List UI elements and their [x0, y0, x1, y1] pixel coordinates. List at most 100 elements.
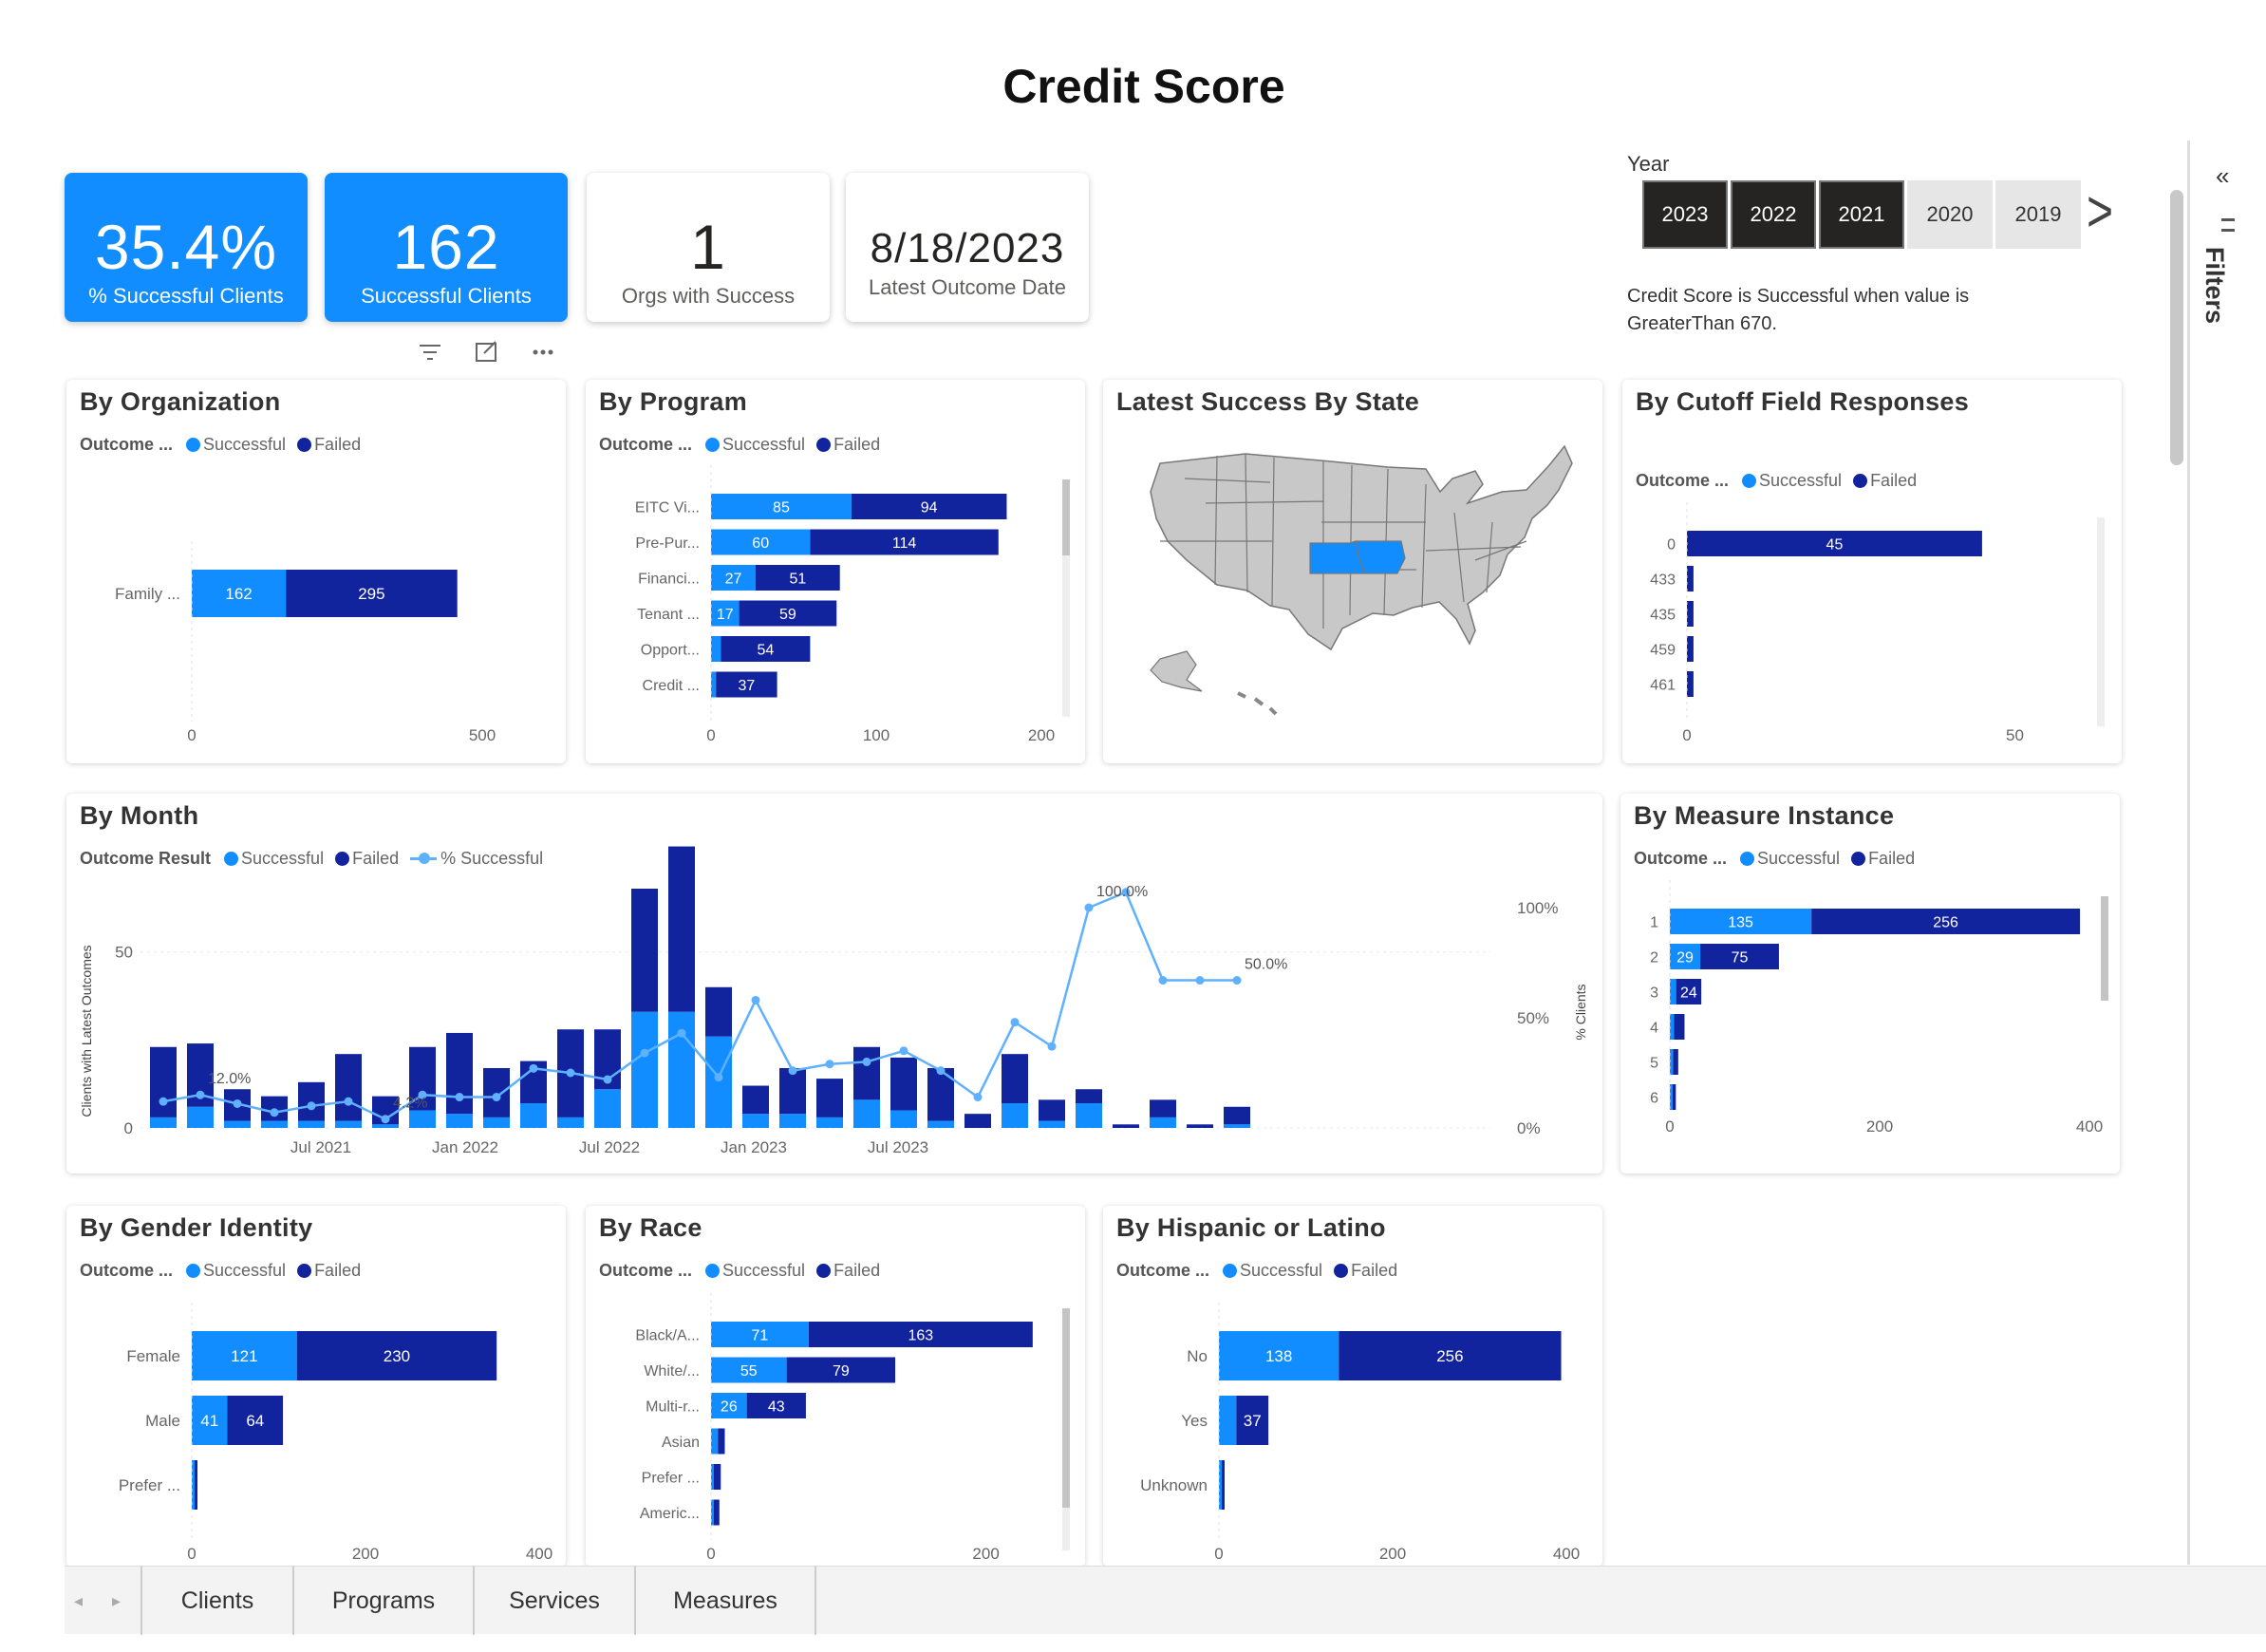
line-point[interactable] [344, 1097, 353, 1106]
line-point[interactable] [788, 1066, 797, 1076]
line-point[interactable] [603, 1075, 612, 1084]
bar-successful[interactable] [1224, 1124, 1250, 1128]
bar-failed[interactable] [890, 1057, 917, 1111]
bar-failed[interactable] [1150, 1099, 1176, 1117]
card-by-gender[interactable]: By Gender Identity Outcome ... Successful F… [66, 1206, 566, 1567]
bar-successful[interactable] [483, 1117, 510, 1128]
bar-failed[interactable] [296, 1331, 497, 1380]
collapse-icon[interactable]: « [2216, 161, 2230, 190]
bar-successful[interactable] [1670, 944, 1701, 969]
bar-successful[interactable] [1219, 1331, 1339, 1380]
card-by-cutoff[interactable]: By Cutoff Field Responses Outcome ... Succ… [1622, 380, 2122, 763]
chart-scroll-track[interactable] [1062, 479, 1070, 717]
bar-successful[interactable] [742, 1114, 769, 1128]
tab-clients[interactable]: Clients [142, 1567, 294, 1635]
legend-item[interactable]: Failed [1851, 849, 1915, 869]
line-point[interactable] [529, 1063, 538, 1073]
bar-successful[interactable] [631, 1011, 658, 1128]
chart-scroll-track[interactable] [2097, 517, 2105, 726]
bar-failed[interactable] [786, 1357, 896, 1383]
bar-successful[interactable] [1670, 1049, 1674, 1075]
legend-item[interactable]: Failed [1334, 1261, 1397, 1281]
bar-failed[interactable] [739, 600, 837, 627]
bar-successful[interactable] [711, 600, 740, 627]
bar-successful[interactable] [711, 1393, 747, 1418]
bar-failed[interactable] [742, 1085, 769, 1115]
line-point[interactable] [677, 1028, 686, 1038]
bar-failed[interactable] [851, 494, 1007, 519]
bar-failed[interactable] [1339, 1331, 1562, 1380]
bar-successful[interactable] [1670, 1084, 1673, 1110]
bar-successful[interactable] [1150, 1117, 1176, 1128]
bar-successful[interactable] [711, 494, 852, 519]
kpi-latest-date[interactable]: 8/18/2023 Latest Outcome Date [846, 173, 1089, 322]
bar-failed[interactable] [631, 889, 658, 1012]
bar-failed[interactable] [335, 1054, 362, 1121]
bar-failed[interactable] [808, 1322, 1033, 1347]
year-button-2021[interactable]: 2021 [1819, 180, 1904, 249]
bar-successful[interactable] [192, 1396, 228, 1445]
card-by-hispanic[interactable]: By Hispanic or Latino Outcome ... Successf… [1103, 1206, 1602, 1567]
bar-successful[interactable] [335, 1120, 362, 1128]
bar-failed[interactable] [1687, 636, 1694, 662]
bar-failed[interactable] [816, 1079, 843, 1117]
card-by-program[interactable]: By Program Outcome ... Successful Failed EIT… [586, 380, 1085, 763]
legend-item[interactable]: Failed [816, 435, 880, 455]
line-point[interactable] [714, 1073, 723, 1082]
year-button-2023[interactable]: 2023 [1642, 180, 1728, 249]
bar-successful[interactable] [927, 1120, 954, 1128]
line-point[interactable] [899, 1046, 908, 1056]
chart-scrollbar[interactable] [1062, 479, 1070, 555]
tab-prev-icon[interactable]: ◂ [74, 1591, 84, 1610]
us-map[interactable] [1103, 380, 1602, 763]
bar-successful[interactable] [816, 1117, 843, 1128]
line-point[interactable] [455, 1093, 464, 1102]
bar-successful[interactable] [1219, 1460, 1222, 1510]
bar-failed[interactable] [1673, 1049, 1678, 1075]
bar-failed[interactable] [755, 565, 840, 591]
line-point[interactable] [159, 1097, 168, 1106]
legend-item[interactable]: Successful [186, 435, 286, 455]
legend-item[interactable]: Successful [1740, 849, 1840, 869]
bar-failed[interactable] [1076, 1089, 1102, 1104]
bar-successful[interactable] [594, 1089, 621, 1128]
bar-failed[interactable] [1222, 1460, 1225, 1510]
bar-successful[interactable] [853, 1099, 880, 1128]
legend-item[interactable]: Failed [816, 1261, 880, 1281]
filters-pane[interactable]: « Filters [2193, 152, 2266, 380]
chart-scrollbar[interactable] [2101, 896, 2108, 1001]
line-point[interactable] [381, 1115, 390, 1124]
more-options-icon[interactable] [533, 349, 553, 355]
bar-successful[interactable] [187, 1106, 214, 1128]
line-point[interactable] [566, 1068, 575, 1078]
bar-successful[interactable] [261, 1120, 288, 1128]
tab-next-icon[interactable]: ▸ [112, 1591, 122, 1610]
bar-failed[interactable] [810, 529, 999, 555]
card-latest-success-by-state[interactable]: Latest Success By State [1103, 380, 1602, 763]
bar-successful[interactable] [372, 1124, 399, 1128]
card-by-race[interactable]: By Race Outcome ... Successful Failed Black/… [586, 1206, 1085, 1567]
line-point[interactable] [418, 1090, 427, 1099]
bar-failed[interactable] [721, 636, 811, 662]
legend-item[interactable]: Failed [1853, 471, 1917, 491]
line-point[interactable] [233, 1098, 242, 1108]
bar-successful[interactable] [1670, 979, 1676, 1004]
bar-failed[interactable] [779, 1068, 806, 1115]
legend-item[interactable]: Successful [224, 849, 324, 869]
line-point[interactable] [973, 1093, 983, 1102]
line-point[interactable] [751, 995, 760, 1004]
line-point[interactable] [1047, 1042, 1057, 1051]
kpi-pct-successful[interactable]: 35.4% % Successful Clients [65, 173, 308, 322]
bar-failed[interactable] [1039, 1099, 1065, 1121]
card-by-measure[interactable]: By Measure Instance Outcome ... Successful… [1620, 794, 2120, 1173]
bar-failed[interactable] [1673, 1084, 1676, 1110]
line-point[interactable] [196, 1090, 205, 1099]
bar-successful[interactable] [711, 671, 717, 698]
legend-item[interactable]: Successful [705, 435, 805, 455]
bar-failed[interactable] [1687, 531, 1982, 556]
year-next-icon[interactable]: > [2087, 179, 2114, 245]
bar-successful[interactable] [711, 1428, 719, 1455]
line-point[interactable] [640, 1048, 649, 1058]
tab-services[interactable]: Services [475, 1567, 636, 1635]
bar-failed[interactable] [1687, 601, 1694, 627]
